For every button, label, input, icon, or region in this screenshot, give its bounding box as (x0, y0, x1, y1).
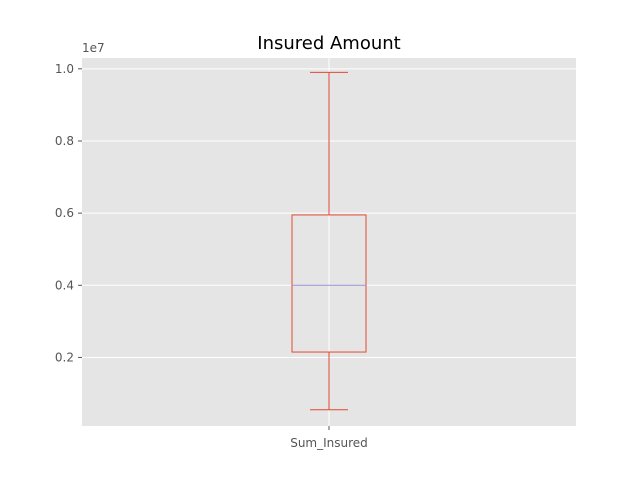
y-tick-label: 0.6 (55, 206, 74, 220)
y-tick-label: 0.8 (55, 134, 74, 148)
y-tick-label: 0.4 (55, 278, 74, 292)
x-tick-label: Sum_Insured (290, 436, 368, 450)
x-ticks: Sum_Insured (290, 426, 368, 450)
box-group (291, 71, 367, 411)
y-tick-label: 1.0 (55, 62, 74, 76)
y-tick-label: 0.2 (55, 350, 74, 364)
iqr-box (291, 214, 367, 353)
boxes (291, 71, 367, 411)
chart-title: Insured Amount (257, 33, 400, 54)
y-offset-label: 1e7 (82, 41, 105, 55)
y-ticks: 0.2 0.4 0.6 0.8 1.0 (55, 62, 82, 364)
